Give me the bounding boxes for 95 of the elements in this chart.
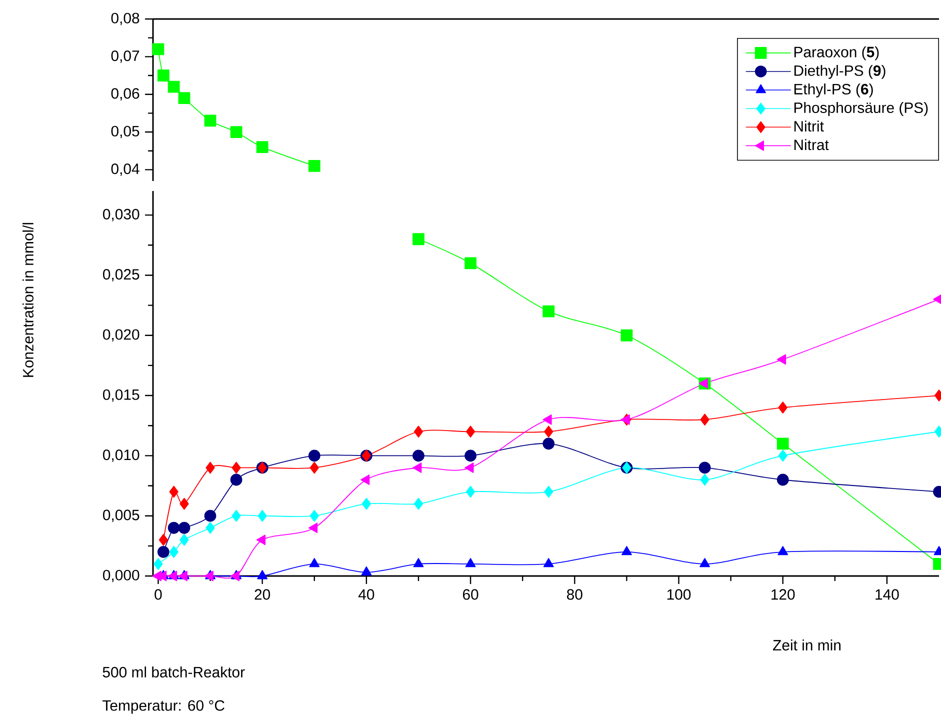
point (158, 534, 168, 546)
point (620, 329, 633, 342)
point (232, 510, 241, 522)
y-tick-label: 0,08 (111, 12, 140, 26)
point (776, 354, 786, 365)
y-axis-title: Konzentration in mmol/l (22, 222, 34, 377)
point (180, 534, 189, 546)
x-tick-label: 100 (667, 589, 691, 600)
y-tick-label: 0,05 (111, 126, 140, 138)
point (464, 462, 474, 473)
point (309, 558, 320, 568)
y-tick-label: 0,025 (103, 269, 140, 282)
legend-label: Diethyl-PS (9) (794, 64, 886, 79)
y-tick-label: 0,04 (111, 164, 140, 176)
point (542, 414, 552, 425)
point (169, 486, 178, 498)
point (308, 450, 320, 462)
point (542, 305, 555, 318)
y-tick-label: 0,000 (103, 570, 140, 582)
point (230, 126, 242, 138)
point (180, 498, 189, 510)
point (204, 510, 216, 522)
x-tick-label: 60 (462, 589, 478, 600)
point (465, 558, 476, 568)
point (157, 546, 170, 558)
point (778, 546, 788, 556)
point (169, 546, 178, 558)
point (466, 486, 476, 498)
point (308, 522, 318, 534)
point (168, 522, 180, 534)
point (698, 378, 708, 389)
x-tick-label: 80 (566, 589, 582, 600)
point (778, 402, 788, 414)
point (621, 546, 632, 556)
point (413, 558, 424, 568)
point (256, 534, 266, 546)
point (700, 558, 710, 568)
point (258, 510, 267, 522)
point (698, 462, 711, 474)
point (464, 257, 476, 270)
y-tick-label: 0,010 (103, 450, 140, 462)
point (310, 462, 319, 474)
point (257, 570, 268, 580)
point (308, 160, 320, 172)
point (256, 141, 268, 154)
legend-label: Ethyl-PS (6) (794, 84, 873, 98)
point (362, 498, 371, 510)
point (414, 498, 424, 510)
point (776, 438, 789, 450)
text: 500 ml batch-Reaktor (102, 666, 245, 678)
point (700, 474, 710, 486)
x-axis-title: Zeit in min (773, 640, 840, 650)
point (414, 426, 424, 438)
point (412, 462, 422, 473)
point (206, 522, 215, 534)
y-tick-label: 0,06 (111, 88, 140, 101)
point (168, 80, 180, 93)
x-tick-label: 140 (876, 589, 899, 600)
point (310, 510, 319, 522)
x-tick-label: 120 (772, 589, 795, 600)
point (412, 450, 424, 462)
legend-label: Nitrit (794, 120, 824, 132)
point (360, 474, 370, 485)
x-tick-label: 40 (358, 589, 374, 600)
y-tick-label: 0,015 (103, 389, 140, 402)
y-tick-label: 0,020 (103, 329, 140, 342)
point (776, 474, 789, 486)
point (178, 92, 190, 104)
legend-label: Phosphorsäure (PS) (794, 102, 928, 116)
point (230, 474, 242, 486)
x-tick-label: 20 (254, 589, 270, 600)
y-tick-label: 0,005 (103, 510, 140, 522)
point (700, 414, 710, 426)
point (178, 522, 190, 534)
point (206, 462, 215, 474)
point (204, 114, 216, 127)
point (778, 450, 788, 462)
point (152, 43, 164, 56)
point (157, 70, 170, 82)
point (544, 486, 554, 498)
point (466, 426, 476, 438)
legend-label: Paraoxon (5) (794, 46, 879, 60)
y-tick-label: 0,07 (111, 50, 140, 63)
point (412, 233, 424, 246)
y-tick-label: 0,030 (103, 208, 140, 222)
x-tick-label: 0 (154, 589, 162, 600)
point (542, 438, 555, 450)
point (361, 566, 372, 576)
text: Temperatur: 60 °C (102, 700, 224, 714)
point (544, 426, 554, 438)
point (154, 558, 163, 570)
legend-label: Nitrat (794, 139, 829, 150)
point (543, 558, 554, 568)
point (232, 462, 241, 474)
point (464, 450, 476, 462)
